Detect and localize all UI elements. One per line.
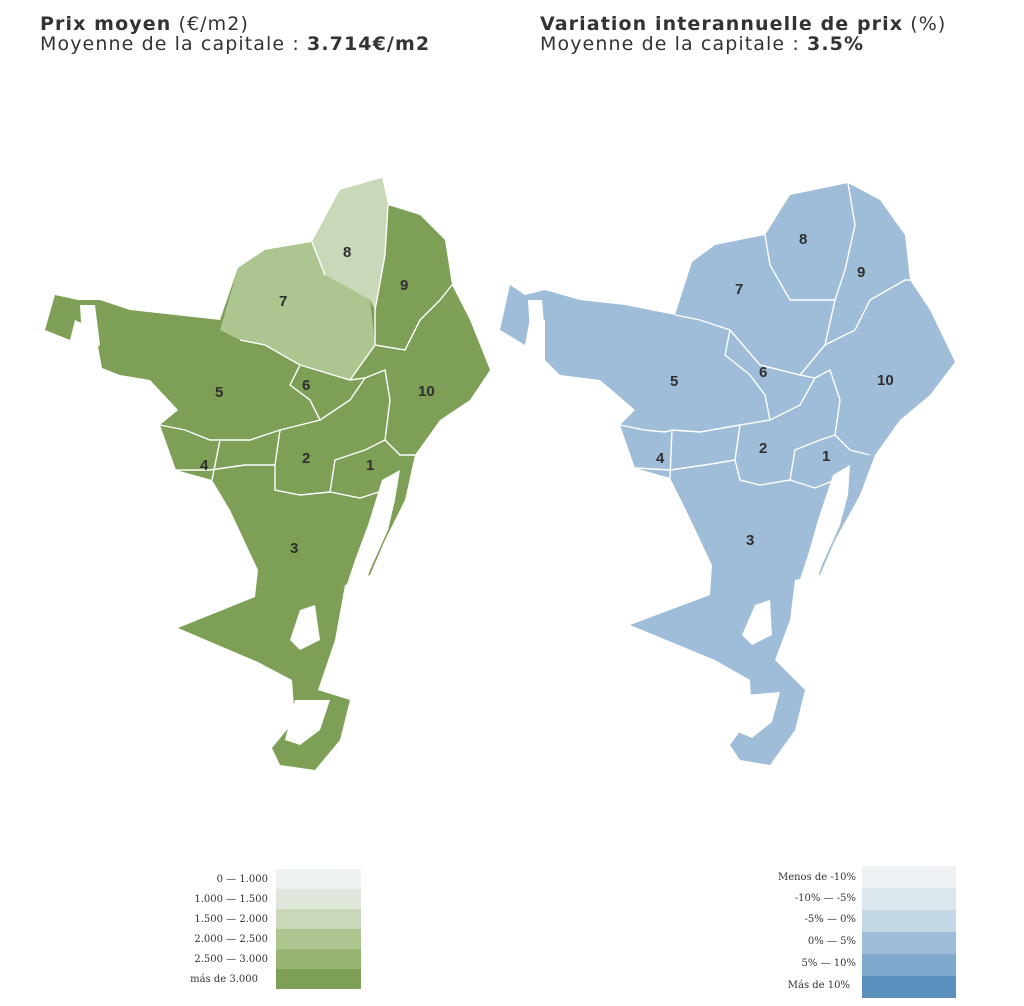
legend-label: -10% — -5%: [794, 893, 856, 904]
district-label-1: 1: [822, 448, 830, 465]
legend-swatch: [276, 969, 361, 989]
district-label-7: 7: [735, 281, 743, 298]
district-labels: 8 9 7 6 5 10 2 1 4 3: [656, 231, 894, 549]
city-outline: [45, 178, 490, 770]
legend-label: Menos de -10%: [777, 872, 856, 883]
district-label-4: 4: [200, 457, 209, 474]
right-map-title: Variation interannuelle de prix: [540, 13, 904, 35]
district-label-6: 6: [759, 364, 767, 381]
legend-label: Más de 10%: [787, 980, 850, 991]
legend-swatch: [862, 954, 956, 976]
legend-swatch: [276, 889, 361, 909]
left-average-label: Moyenne de la capitale :: [40, 33, 307, 55]
port-docks: [80, 305, 400, 745]
left-average-value: 3.714€/m2: [307, 33, 431, 55]
district-label-3: 3: [746, 532, 754, 549]
district-label-8: 8: [343, 244, 351, 261]
variation-map: 8 9 7 6 5 10 2 1 4 3: [500, 182, 955, 765]
right-average-label: Moyenne de la capitale :: [540, 33, 807, 55]
legend-label: 5% — 10%: [801, 958, 856, 969]
district-label-8: 8: [799, 231, 807, 248]
legend-swatch: [276, 869, 361, 889]
right-average-value: 3.5%: [807, 33, 865, 55]
legend-swatch: [276, 909, 361, 929]
district-label-5: 5: [215, 384, 223, 401]
left-map-title: Prix moyen: [40, 13, 172, 35]
district-7-area: [220, 242, 375, 380]
district-label-9: 9: [400, 277, 408, 294]
district-label-10: 10: [877, 372, 894, 389]
district-label-10: 10: [418, 383, 435, 400]
legend-label: 0 — 1.000: [216, 874, 268, 885]
legend-swatch: [276, 929, 361, 949]
district-labels: 8 9 7 6 5 10 2 1 4 3: [200, 244, 435, 557]
district-label-2: 2: [302, 450, 310, 467]
legend-label: 2.500 — 3.000: [194, 954, 268, 965]
legend-label: 1.500 — 2.000: [194, 914, 268, 925]
legend-swatch: [862, 910, 956, 932]
district-boundaries: [619, 182, 910, 489]
district-label-5: 5: [670, 373, 678, 390]
district-label-4: 4: [656, 450, 665, 467]
district-label-7: 7: [279, 293, 287, 310]
legend-swatch: [862, 932, 956, 954]
legend-label: 0% — 5%: [807, 936, 856, 947]
left-map-header: Prix moyen (€/m2) Moyenne de la capitale…: [40, 14, 430, 54]
legend-swatch: [862, 888, 956, 910]
district-label-1: 1: [366, 457, 374, 474]
district-label-3: 3: [290, 540, 298, 557]
right-map-unit: (%): [910, 13, 947, 35]
right-map-header: Variation interannuelle de prix (%) Moye…: [540, 14, 946, 54]
district-label-9: 9: [857, 264, 865, 281]
legend-label: 2.000 — 2.500: [194, 934, 268, 945]
left-map-unit: (€/m2): [178, 13, 249, 35]
legend-swatch: [862, 866, 956, 888]
legend-swatch: [862, 976, 956, 998]
district-label-6: 6: [302, 377, 310, 394]
district-8-area: [312, 178, 388, 310]
legend-label: más de 3.000: [190, 974, 258, 985]
price-map: 8 9 7 6 5 10 2 1 4 3: [45, 178, 490, 770]
port-docks: [528, 300, 850, 738]
legend-label: 1.000 — 1.500: [194, 894, 268, 905]
district-boundaries: [159, 204, 453, 499]
district-label-2: 2: [759, 440, 767, 457]
legend-swatch: [276, 949, 361, 969]
city-outline: [500, 183, 955, 765]
legend-label: -5% — 0%: [804, 914, 856, 925]
